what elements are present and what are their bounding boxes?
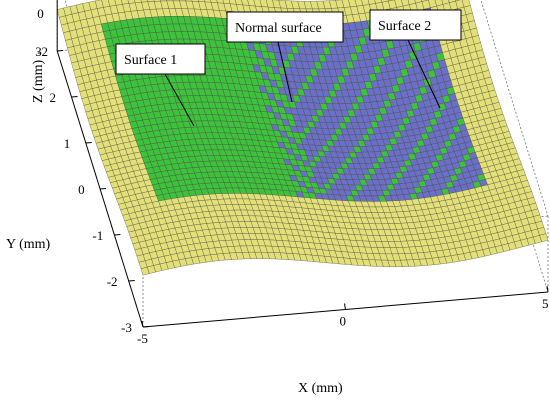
- y-tick-label: 3: [35, 44, 42, 59]
- y-tick-label: 1: [64, 136, 71, 151]
- leader-normal-surface: [277, 41, 293, 103]
- leader-surface-2: [407, 39, 441, 109]
- y-tick-mark: [100, 188, 107, 190]
- callout-surface-2-text: Surface 2: [378, 19, 431, 34]
- leader-surface-1: [164, 73, 195, 127]
- y-tick-label: 0: [78, 182, 85, 197]
- callout-normal-surface: Normal surface: [226, 11, 344, 103]
- callout-box-surface-2: [369, 9, 462, 41]
- y-tick-label: 2: [50, 90, 57, 105]
- y-tick-mark: [142, 326, 150, 328]
- x-tick-label: 5: [542, 296, 549, 311]
- x-tick-label: -5: [137, 331, 148, 346]
- x-tick-mark: [344, 303, 346, 310]
- surface-cell: [539, 233, 549, 243]
- y-tick-mark: [71, 96, 78, 98]
- y-tick-mark: [114, 234, 121, 236]
- z-axis-label: Z (mm): [31, 60, 46, 103]
- callout-surface-2: Surface 2: [369, 9, 462, 109]
- callout-surface-1: Surface 1: [115, 43, 206, 127]
- z-tick-label: -2: [37, 44, 48, 59]
- y-tick-mark: [128, 280, 135, 282]
- x-tick-label: 0: [340, 314, 347, 329]
- y-tick-label: -2: [107, 274, 118, 289]
- y-tick-mark: [57, 50, 64, 52]
- callout-normal-surface-text: Normal surface: [235, 21, 322, 36]
- y-tick-mark: [85, 142, 92, 144]
- callout-box-surface-1: [115, 43, 206, 75]
- y-tick-label: -3: [121, 320, 132, 335]
- y-tick-label: -1: [92, 228, 103, 243]
- box-edge-3: [480, 0, 549, 217]
- z-tick-label: 0: [37, 6, 44, 21]
- x-tick-mark: [546, 285, 549, 293]
- y-axis-label: Y (mm): [6, 237, 51, 252]
- callout-box-normal-surface: [226, 11, 344, 43]
- x-axis-label: X (mm): [298, 381, 343, 396]
- callout-surface-1-text: Surface 1: [124, 53, 177, 68]
- x-tick-mark: [141, 320, 144, 328]
